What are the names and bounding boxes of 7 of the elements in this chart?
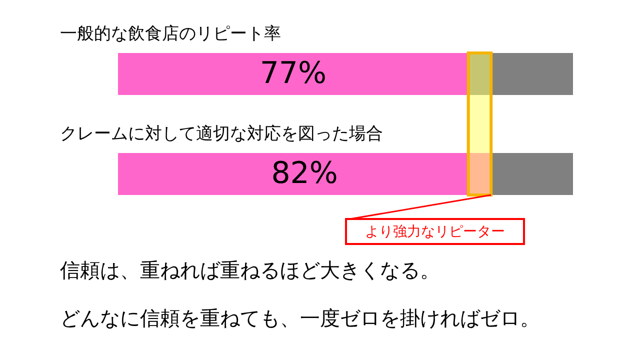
y-tick-label: 一般的な飲食店のリピート率 (60, 24, 281, 44)
band-label: より強力なリピーター (365, 224, 505, 240)
data-label: 77% (260, 56, 327, 91)
y-tick-label: クレームに対して適切な対応を図った場合 (60, 124, 383, 144)
text: 信頼は、重ねれば重ねるほど大きくなる。 (60, 258, 440, 282)
text: どんなに信頼を重ねても、一度ゼロを掛ければゼロ。 (60, 306, 540, 330)
data-label: 82% (271, 156, 338, 191)
